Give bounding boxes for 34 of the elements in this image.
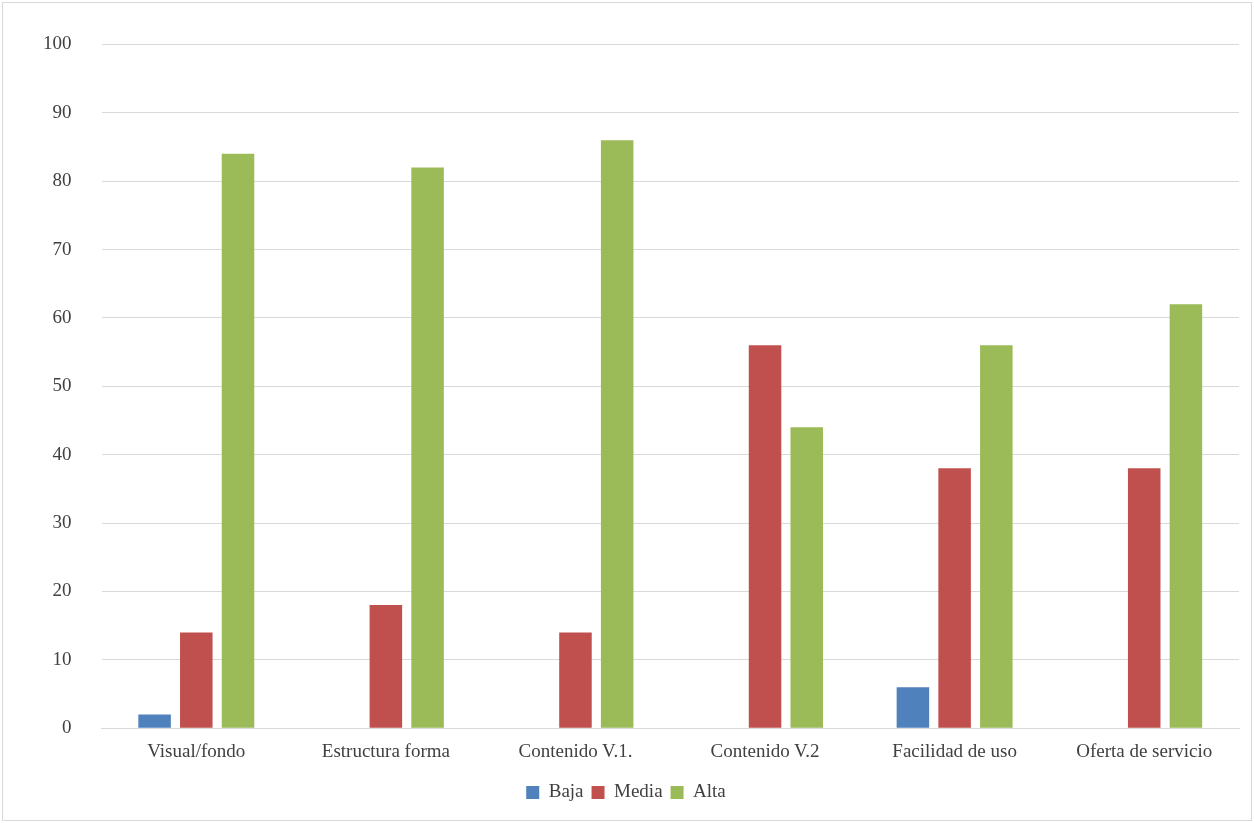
y-tick-label: 20: [52, 579, 72, 601]
bar: [221, 153, 255, 728]
y-tick-label: 80: [52, 169, 72, 191]
y-tick-label: 30: [52, 511, 72, 533]
bar: [790, 427, 824, 728]
bar: [980, 345, 1013, 728]
bar: [896, 687, 930, 728]
bar: [938, 468, 971, 728]
x-tick-label: Facilidad de uso: [892, 739, 1017, 761]
legend-label: Alta: [693, 780, 727, 802]
y-tick-label: 90: [52, 100, 72, 122]
bar: [180, 632, 213, 728]
y-tick-label: 70: [52, 237, 72, 259]
bar: [600, 140, 634, 728]
bar: [559, 632, 592, 728]
bar: [138, 714, 171, 728]
bar: [748, 345, 782, 728]
bar: [369, 605, 403, 728]
x-tick-label: Contenido V.2: [710, 739, 820, 761]
y-tick-label: 100: [43, 32, 72, 54]
x-tick-label: Estructura forma: [321, 739, 451, 761]
y-tick-label: 40: [52, 442, 72, 464]
y-tick-label: 10: [52, 647, 72, 669]
y-tick-label: 50: [52, 374, 72, 396]
y-tick-label: 0: [62, 716, 72, 738]
legend-label: Media: [614, 780, 664, 802]
bar: [1127, 468, 1161, 728]
x-tick-label: Visual/fondo: [147, 739, 246, 761]
y-tick-label: 60: [52, 305, 72, 327]
bar: [411, 167, 444, 728]
x-tick-label: Oferta de servicio: [1076, 739, 1213, 761]
legend-label: Baja: [548, 780, 585, 802]
bar: [1169, 304, 1203, 728]
x-tick-label: Contenido V.1.: [518, 739, 633, 761]
